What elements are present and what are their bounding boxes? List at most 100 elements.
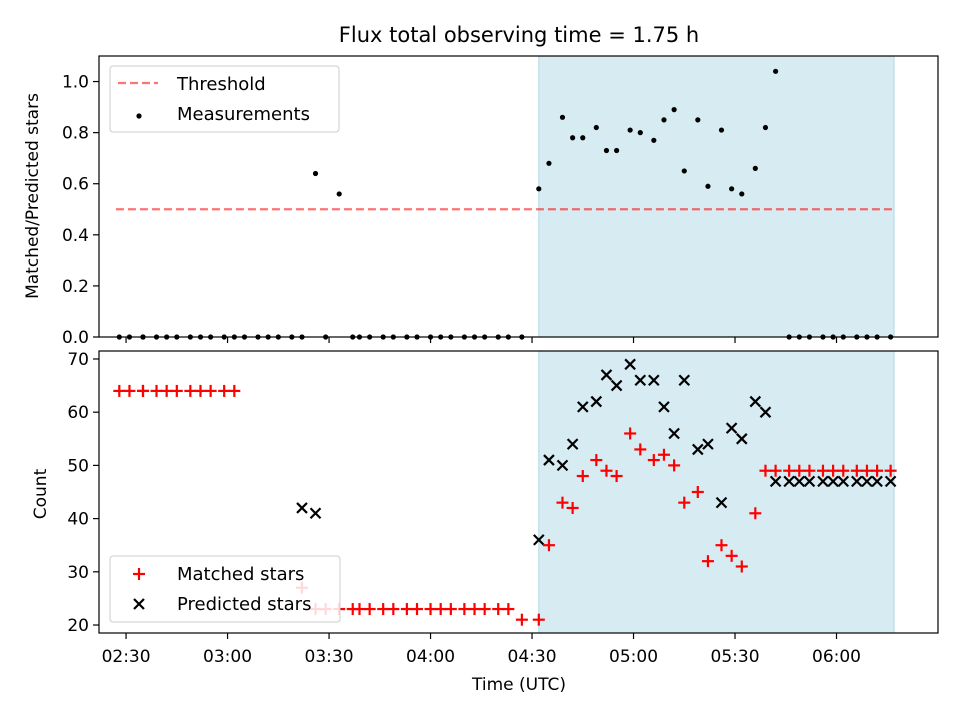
measurement-point	[336, 191, 342, 197]
predicted-star-point	[543, 454, 555, 466]
predicted-star-point	[296, 502, 308, 514]
y-tick-label: 70	[67, 350, 89, 370]
measurement-point	[739, 191, 745, 197]
predicted-star-point	[837, 475, 850, 488]
chart-title: Flux total observing time = 1.75 h	[339, 23, 699, 47]
matched-star-point	[576, 470, 589, 483]
predicted-star-point	[668, 427, 680, 440]
measurement-point	[681, 168, 687, 174]
legend-measurements-swatch	[136, 113, 142, 119]
matched-star-point	[136, 384, 149, 397]
matched-star-point	[228, 384, 241, 397]
matched-star-point	[678, 496, 691, 509]
y-tick-label: 0.4	[62, 226, 89, 246]
matched-star-point	[387, 603, 400, 616]
predicted-star-point	[610, 379, 623, 392]
predicted-star-point	[736, 433, 748, 445]
predicted-star-point	[309, 507, 322, 520]
y-tick-label: 0.8	[62, 124, 89, 144]
measurement-point	[312, 170, 319, 177]
matched-star-point	[634, 443, 647, 456]
measurement-point	[773, 68, 779, 74]
y-tick-label: 0.2	[62, 277, 89, 297]
x-tick-label: 05:00	[609, 647, 658, 667]
matched-star-point	[150, 384, 163, 397]
matched-star-point	[218, 384, 231, 397]
predicted-star-point	[658, 401, 670, 413]
predicted-star-point	[678, 374, 691, 387]
matched-star-point	[647, 454, 660, 467]
matched-star-point	[837, 464, 850, 477]
y-tick-label: 0.0	[62, 328, 89, 348]
predicted-star-point	[600, 369, 613, 381]
predicted-star-point	[884, 475, 897, 488]
matched-star-point	[458, 603, 471, 616]
matched-star-point	[759, 464, 772, 477]
predicted-star-point	[624, 358, 636, 371]
x-tick-label: 05:30	[711, 647, 760, 667]
matched-star-point	[444, 603, 457, 616]
matched-star-point	[668, 459, 681, 472]
matched-star-point	[871, 464, 884, 477]
measurement-point	[546, 160, 552, 166]
measurement-point	[627, 127, 633, 133]
x-tick-label: 03:00	[203, 647, 252, 667]
matched-star-point	[701, 555, 714, 568]
matched-star-point	[735, 560, 748, 573]
measurement-point	[718, 127, 725, 133]
predicted-star-point	[566, 438, 579, 450]
measurement-point	[752, 165, 758, 171]
matched-star-point	[884, 464, 897, 477]
matched-star-point	[827, 464, 840, 477]
matched-star-point	[803, 464, 816, 477]
measurement-point	[603, 147, 610, 154]
matched-star-point	[204, 384, 217, 397]
x-tick-label: 03:30	[305, 647, 354, 667]
measurement-point	[705, 183, 711, 189]
predicted-star-point	[577, 401, 589, 413]
predicted-star-point	[715, 496, 728, 509]
predicted-star-point	[871, 475, 883, 488]
measurement-point	[695, 117, 701, 123]
predicted-star-point	[803, 475, 816, 488]
ratio-panel: 0.0 0.2 0.4 0.6 0.8 1.0 Matched/Predicted sta…	[23, 55, 939, 348]
legend-threshold-label: Threshold	[176, 74, 266, 95]
measurement-point	[671, 107, 677, 113]
ratio-y-axis-label: Matched/Predicted stars	[23, 93, 43, 299]
predicted-star-point	[793, 475, 806, 488]
y-tick-label: 20	[67, 616, 89, 636]
matched-star-point	[600, 464, 613, 477]
matched-star-point	[532, 613, 545, 626]
predicted-star-point	[817, 475, 829, 488]
measurement-point	[729, 186, 735, 192]
y-tick-label: 60	[67, 403, 89, 423]
matched-star-point	[610, 470, 623, 483]
ratio-panel-frame	[98, 55, 939, 338]
ratio-legend: Threshold Measurements	[109, 65, 340, 133]
measurement-point	[570, 135, 576, 141]
measurement-point	[614, 147, 620, 154]
matched-star-point	[170, 384, 183, 397]
matched-star-point	[749, 507, 762, 520]
predicted-star-point	[827, 475, 839, 488]
matched-star-point	[400, 603, 413, 616]
matched-star-point	[123, 384, 136, 397]
y-tick-label: 0.6	[62, 175, 89, 195]
matched-star-point	[434, 603, 447, 616]
predicted-star-point	[861, 475, 873, 488]
matched-star-point	[113, 384, 126, 397]
y-tick-label: 30	[67, 563, 89, 583]
shaded-span	[538, 55, 895, 338]
y-tick-label: 40	[67, 510, 89, 530]
matched-star-point	[184, 384, 197, 397]
predicted-star-point	[769, 475, 782, 488]
matched-star-point	[691, 486, 704, 498]
matched-star-point	[492, 603, 505, 616]
matched-star-point	[468, 603, 481, 616]
count-legend: Matched stars Predicted stars	[109, 555, 341, 623]
legend-matched-label: Matched stars	[177, 564, 304, 585]
predicted-star-point	[851, 475, 863, 488]
matched-star-point	[850, 464, 863, 477]
predicted-star-point	[590, 395, 603, 408]
measurement-point	[559, 114, 566, 120]
